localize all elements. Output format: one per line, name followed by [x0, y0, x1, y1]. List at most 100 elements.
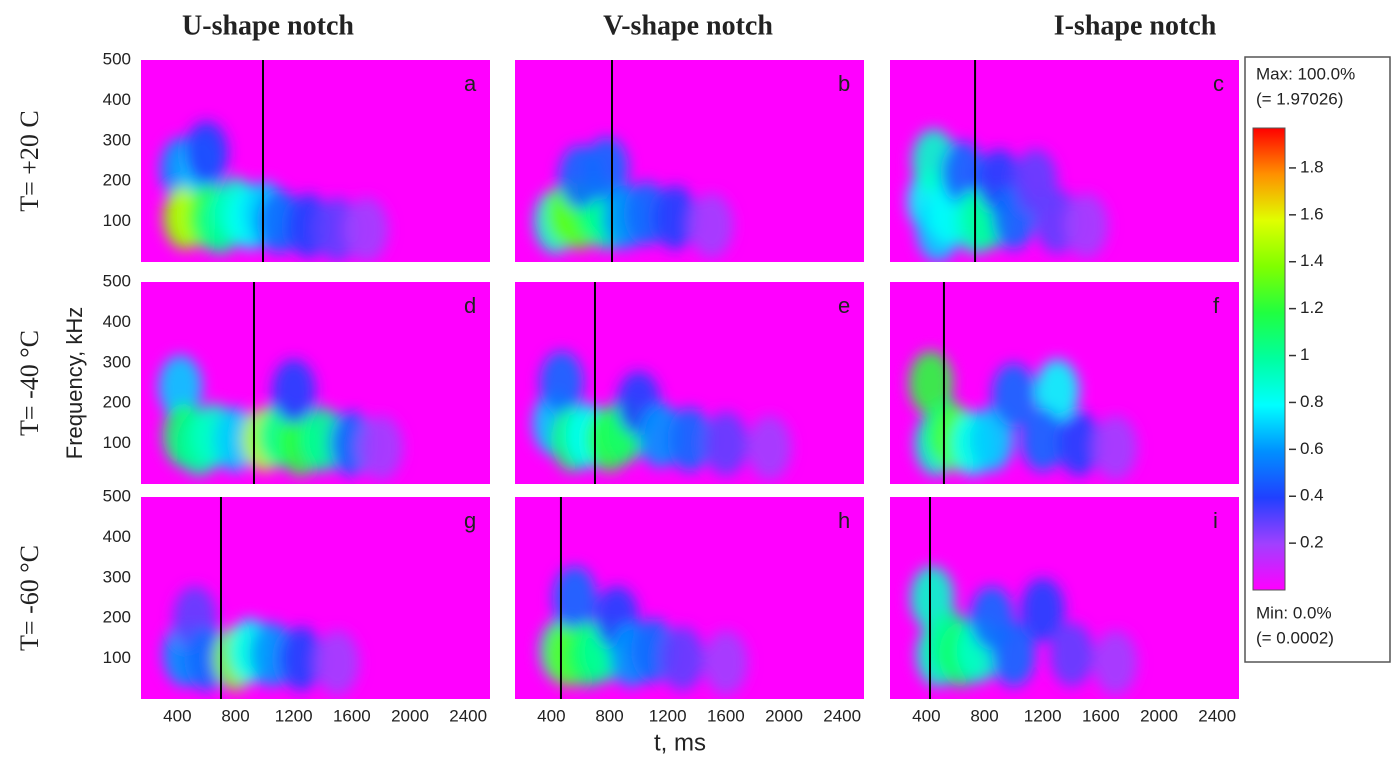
intensity-blob: [1064, 193, 1109, 258]
column-title: V-shape notch: [603, 10, 773, 41]
x-tick-label: 400: [912, 706, 940, 725]
blobs: [158, 355, 403, 480]
panel-letter: f: [1213, 293, 1220, 318]
panel-letter: c: [1213, 71, 1224, 96]
y-tick-label: 100: [103, 433, 131, 452]
blobs: [907, 129, 1109, 262]
y-tick-label: 300: [103, 352, 131, 371]
panel-letter: g: [464, 508, 476, 533]
panel-letter: e: [838, 293, 850, 318]
x-tick-label: 400: [163, 706, 191, 725]
y-tick-label: 500: [103, 271, 131, 290]
blobs: [539, 566, 748, 695]
y-tick-label: 500: [103, 486, 131, 505]
panel-letter: d: [464, 293, 476, 318]
blobs: [162, 586, 360, 695]
blobs: [908, 351, 1138, 480]
x-tick-label: 2400: [449, 706, 487, 725]
blobs: [532, 351, 792, 480]
intensity-blob: [747, 415, 792, 480]
intensity-blob: [1035, 359, 1080, 424]
panel-marks: [533, 60, 734, 262]
intensity-blob: [660, 626, 705, 691]
x-axis-label: t, ms: [654, 729, 706, 756]
panel-marks: [539, 497, 748, 699]
intensity-blob: [1093, 630, 1138, 695]
colorbar-min-label: Min: 0.0%: [1256, 603, 1332, 622]
intensity-blob: [358, 415, 403, 480]
panel-letter: a: [464, 71, 477, 96]
x-tick-label: 2400: [823, 706, 861, 725]
x-tick-label: 2000: [1140, 706, 1178, 725]
y-tick-label: 100: [103, 648, 131, 667]
panel-marks: [158, 282, 403, 484]
panel-marks: [159, 60, 389, 262]
colorbar-tick-label: 1.8: [1300, 157, 1324, 176]
row-label: T= -40 °C: [15, 330, 44, 436]
intensity-blob: [969, 407, 1014, 472]
intensity-blob: [539, 351, 584, 415]
intensity-blob: [1049, 622, 1094, 687]
y-tick-label: 200: [103, 171, 131, 190]
x-tick-label: 1200: [275, 706, 313, 725]
x-tick-label: 1600: [707, 706, 745, 725]
panel-marks: [532, 282, 792, 484]
intensity-blob: [991, 363, 1036, 428]
y-tick-label: 400: [103, 527, 131, 546]
y-tick-label: 400: [103, 90, 131, 109]
x-tick-label: 800: [595, 706, 623, 725]
colorbar-tick-label: 0.2: [1300, 533, 1324, 552]
x-tick-label: 1600: [1082, 706, 1120, 725]
blobs: [910, 566, 1138, 695]
y-tick-label: 300: [103, 130, 131, 149]
x-tick-label: 2400: [1198, 706, 1236, 725]
intensity-blob: [1093, 415, 1138, 480]
panel-marks: [162, 497, 360, 699]
row-label: T= -60 °C: [15, 545, 44, 651]
panel-marks: [910, 497, 1138, 699]
intensity-blob: [703, 630, 748, 695]
x-tick-label: 1200: [1024, 706, 1062, 725]
panel-letter: i: [1213, 508, 1218, 533]
panel-letter: b: [838, 71, 850, 96]
x-tick-label: 800: [221, 706, 249, 725]
y-axis-label: Frequency, kHz: [62, 307, 87, 459]
colorbar: [1252, 127, 1286, 591]
colorbar-tick-label: 1.2: [1300, 298, 1324, 317]
intensity-blob: [184, 120, 229, 185]
intensity-blob: [1020, 407, 1065, 472]
intensity-blob: [689, 193, 734, 258]
intensity-blob: [991, 622, 1036, 687]
colorbar-tick-label: 0.6: [1300, 439, 1324, 458]
y-tick-label: 200: [103, 608, 131, 627]
column-title: U-shape notch: [182, 10, 354, 41]
intensity-blob: [1020, 578, 1065, 643]
panel-letter: h: [838, 508, 850, 533]
intensity-blob: [703, 411, 748, 476]
colorbar-max-label: Max: 100.0%: [1256, 64, 1355, 83]
column-title: I-shape notch: [1054, 10, 1217, 41]
x-tick-label: 1600: [333, 706, 371, 725]
colorbar-max-value: (= 1.97026): [1256, 89, 1343, 108]
y-tick-label: 200: [103, 393, 131, 412]
intensity-blob: [344, 197, 389, 262]
x-tick-label: 1200: [649, 706, 687, 725]
y-tick-label: 400: [103, 312, 131, 331]
intensity-blob: [667, 407, 712, 472]
intensity-blob: [584, 137, 629, 202]
x-tick-label: 2000: [765, 706, 803, 725]
row-label: T= +20 C: [15, 110, 44, 212]
colorbar-tick-label: 0.4: [1300, 486, 1324, 505]
colorbar-min-value: (= 0.0002): [1256, 628, 1334, 647]
colorbar-tick-label: 0.8: [1300, 392, 1324, 411]
y-tick-label: 300: [103, 567, 131, 586]
intensity-blob: [940, 141, 985, 206]
x-tick-label: 400: [537, 706, 565, 725]
x-tick-label: 2000: [391, 706, 429, 725]
intensity-blob: [1057, 411, 1102, 476]
intensity-blob: [315, 630, 360, 695]
intensity-blob: [271, 359, 316, 424]
intensity-blob: [652, 185, 697, 250]
panel-marks: [907, 60, 1109, 262]
blobs: [159, 120, 389, 262]
